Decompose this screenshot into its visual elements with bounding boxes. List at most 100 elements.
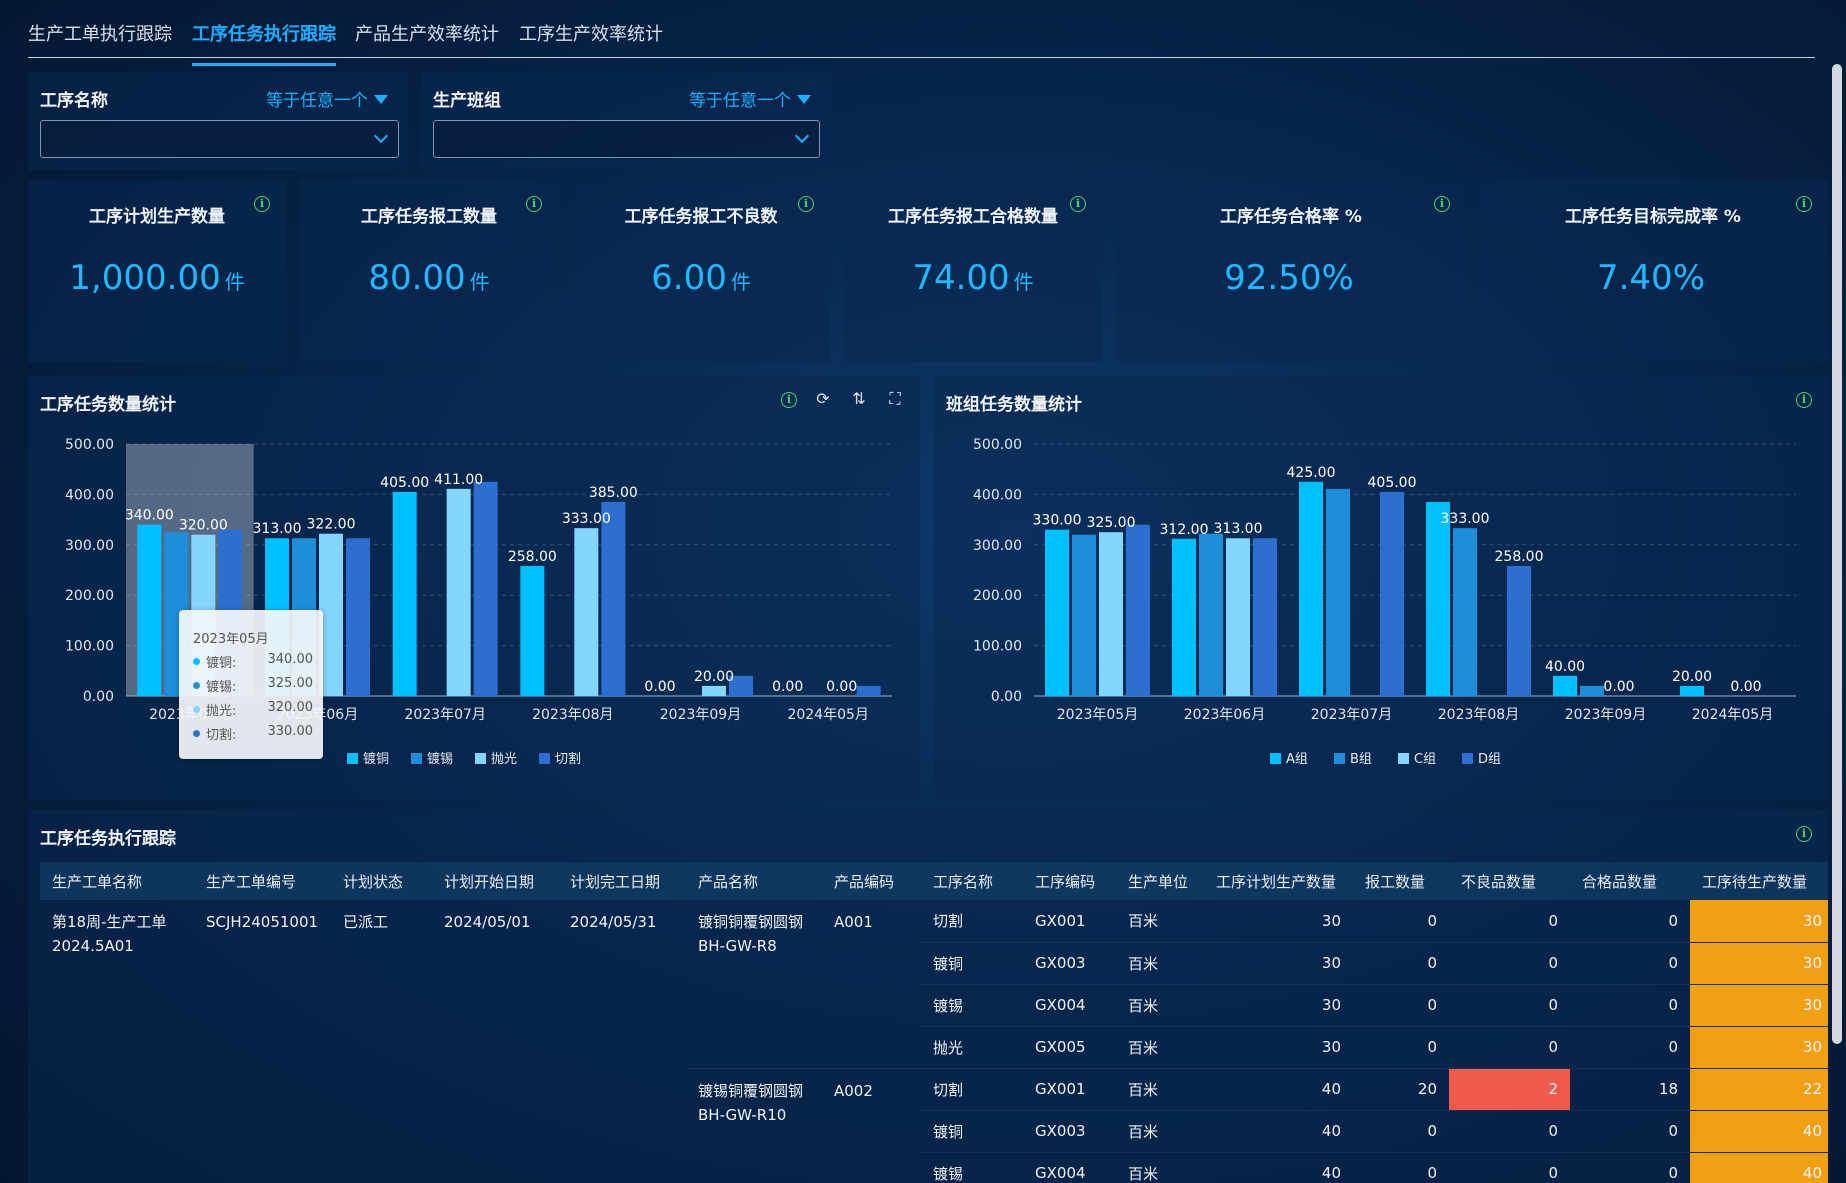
- tab-process-task-tracking[interactable]: 工序任务执行跟踪: [192, 20, 336, 66]
- data-label: 313.00: [1214, 521, 1263, 537]
- data-label: 20.00: [1672, 669, 1712, 685]
- cell-process-name: 抛光: [921, 1026, 1023, 1069]
- info-icon[interactable]: i: [526, 196, 542, 212]
- cell-wait-qty: 40: [1690, 1110, 1828, 1153]
- kpi-card-pass-rate: 工序任务合格率 % i 92.50%: [1116, 180, 1466, 362]
- legend-label: A组: [1286, 752, 1308, 767]
- column-header[interactable]: 工序名称: [921, 862, 1023, 900]
- kpi-card-planned-quantity: 工序计划生产数量 i 1,000.00 件: [28, 180, 286, 362]
- info-icon[interactable]: i: [1796, 196, 1812, 212]
- cell-defect-qty: 2: [1449, 1068, 1570, 1111]
- production-team-select[interactable]: [433, 120, 820, 158]
- table-row[interactable]: 镀锡 GX004 百米 30 0 0 0 30: [40, 984, 1828, 1027]
- column-header[interactable]: 产品名称: [686, 862, 822, 900]
- tooltip-series-value: 325.00: [267, 676, 314, 691]
- info-icon[interactable]: i: [781, 392, 797, 408]
- y-tick-label: 300.00: [973, 538, 1022, 554]
- bar: [1072, 534, 1096, 696]
- legend-swatch: [347, 753, 358, 764]
- table-row[interactable]: 抛光 GX005 百米 30 0 0 0 30: [40, 1026, 1828, 1069]
- cell-product-name: 镀锡铜覆钢圆钢 BH-GW-R10: [686, 1068, 822, 1183]
- info-icon[interactable]: i: [254, 196, 270, 212]
- table-row[interactable]: 镀铜 GX003 百米 30 0 0 0 30: [40, 942, 1828, 985]
- info-icon[interactable]: i: [1796, 826, 1812, 842]
- kpi-title: 工序计划生产数量: [89, 207, 225, 227]
- data-label: 0.00: [1730, 679, 1761, 695]
- cell-unit: 百米: [1116, 1068, 1204, 1111]
- legend-label: 镀铜: [363, 751, 389, 767]
- x-tick-label: 2023年07月: [404, 707, 485, 723]
- filter-operator-dropdown[interactable]: 等于任意一个: [266, 86, 388, 111]
- column-header[interactable]: 报工数量: [1353, 862, 1449, 900]
- cell-wait-qty: 30: [1690, 1026, 1828, 1069]
- table-row[interactable]: 镀锡铜覆钢圆钢 BH-GW-R10 A002 切割 GX001 百米 40 20 2 18 22: [40, 1068, 1828, 1183]
- tab-product-efficiency[interactable]: 产品生产效率统计: [355, 24, 499, 45]
- column-header[interactable]: 工序计划生产数量: [1204, 862, 1353, 900]
- cell-plan-qty: 30: [1204, 1026, 1353, 1069]
- kpi-card-qualified-quantity: 工序任务报工合格数量 i 74.00 件: [844, 180, 1102, 362]
- x-tick-label: 2024年05月: [1692, 707, 1773, 723]
- bar: [601, 501, 626, 696]
- filter-operator-dropdown[interactable]: 等于任意一个: [689, 86, 811, 111]
- sort-icon[interactable]: ⇅: [852, 389, 866, 408]
- column-header[interactable]: 生产工单名称: [40, 862, 194, 900]
- cell-defect-qty: 0: [1449, 984, 1570, 1027]
- bar: [1580, 685, 1604, 696]
- data-label: 330.00: [1033, 513, 1082, 529]
- table-row[interactable]: 镀锡 GX004 百米 40 0 0 0 40: [40, 1152, 1828, 1183]
- column-header[interactable]: 不良品数量: [1449, 862, 1570, 900]
- bar: [702, 685, 726, 696]
- column-header[interactable]: 计划开始日期: [432, 862, 558, 900]
- legend-swatch: [475, 753, 486, 764]
- vertical-scrollbar[interactable]: [1832, 64, 1842, 1044]
- kpi-card-defect-quantity: 工序任务报工不良数 i 6.00 件: [572, 180, 830, 362]
- cell-end-date: 2024/05/31: [558, 900, 686, 1183]
- column-header[interactable]: 计划完工日期: [558, 862, 686, 900]
- column-header[interactable]: 计划状态: [331, 862, 432, 900]
- fullscreen-icon[interactable]: ⛶: [889, 389, 901, 408]
- tooltip-title: 2023年05月: [193, 632, 269, 647]
- bar: [446, 488, 471, 696]
- tooltip-series-name: 抛光:: [206, 704, 237, 719]
- legend-swatch: [1334, 753, 1345, 764]
- column-header[interactable]: 产品编码: [822, 862, 921, 900]
- tab-work-order-tracking[interactable]: 生产工单执行跟踪: [28, 24, 172, 45]
- column-header[interactable]: 合格品数量: [1570, 862, 1690, 900]
- bar: [1172, 538, 1196, 696]
- bar: [1426, 501, 1450, 696]
- tab-process-efficiency[interactable]: 工序生产效率统计: [519, 24, 663, 45]
- bar: [137, 524, 162, 696]
- info-icon[interactable]: i: [1070, 196, 1086, 212]
- tooltip-row: 抛光: 320.00: [193, 700, 313, 719]
- cell-good-qty: 0: [1570, 942, 1690, 985]
- column-header[interactable]: 工序编码: [1023, 862, 1116, 900]
- y-tick-label: 400.00: [973, 487, 1022, 503]
- data-label: 322.00: [307, 517, 356, 533]
- column-header[interactable]: 生产单位: [1116, 862, 1204, 900]
- cell-report-qty: 0: [1353, 900, 1449, 943]
- column-header[interactable]: 生产工单编号: [194, 862, 331, 900]
- bar: [473, 481, 498, 696]
- cell-order-name: 第18周-生产工单2024.5A01: [40, 900, 194, 1183]
- x-tick-label: 2023年06月: [1184, 707, 1265, 723]
- bar: [1507, 565, 1531, 696]
- refresh-icon[interactable]: ⟳: [816, 389, 830, 408]
- chart-title: 工序任务数量统计: [40, 395, 176, 415]
- info-icon[interactable]: i: [798, 196, 814, 212]
- cell-process-code: GX001: [1023, 1068, 1116, 1111]
- cell-product-code: A002: [822, 1068, 921, 1183]
- info-icon[interactable]: i: [1796, 392, 1812, 408]
- table-row[interactable]: 镀铜 GX003 百米 40 0 0 0 40: [40, 1110, 1828, 1153]
- bar: [1453, 528, 1477, 696]
- caret-down-icon: [374, 95, 388, 104]
- x-tick-label: 2023年09月: [660, 707, 741, 723]
- cell-process-code: GX005: [1023, 1026, 1116, 1069]
- process-name-select[interactable]: [40, 120, 399, 158]
- table-row[interactable]: 第18周-生产工单2024.5A01 SCJH24051001 已派工 2024/05…: [40, 900, 1828, 1183]
- cell-plan-qty: 40: [1204, 1110, 1353, 1153]
- cell-process-name: 镀锡: [921, 1152, 1023, 1183]
- column-header[interactable]: 工序待生产数量: [1690, 862, 1828, 900]
- info-icon[interactable]: i: [1434, 196, 1450, 212]
- data-label: 0.00: [1603, 679, 1634, 695]
- cell-process-code: GX004: [1023, 984, 1116, 1027]
